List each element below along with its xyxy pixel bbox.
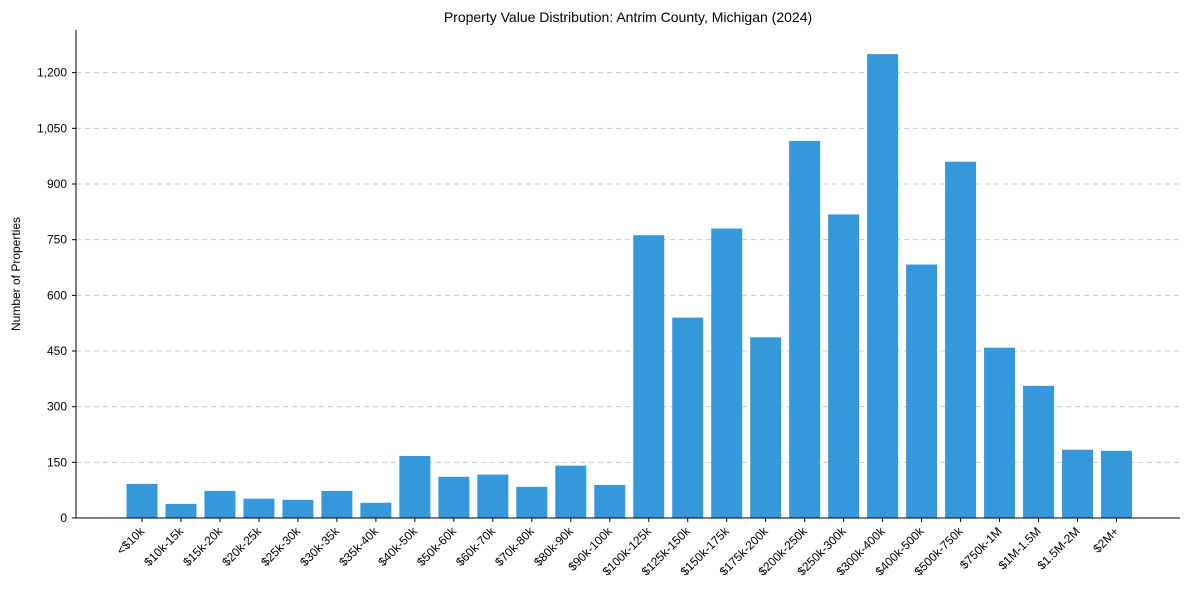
bar: [633, 235, 665, 518]
y-tick-label: 450: [47, 344, 67, 358]
y-axis-title: Number of Properties: [9, 217, 23, 331]
bar: [789, 140, 821, 518]
bar: [555, 465, 587, 518]
x-tick-label: $1.5M-2M: [1035, 524, 1083, 572]
y-axis-ticks: 0 150 300 450 600 750 900 1,050 1,200: [37, 66, 76, 525]
y-tick-label: 150: [47, 455, 67, 469]
bar: [867, 54, 899, 518]
y-tick-label: 1,050: [37, 121, 67, 135]
bar: [282, 499, 314, 518]
bar: [984, 347, 1016, 518]
bar: [750, 337, 782, 518]
bar: [516, 486, 548, 518]
x-tick-label: $15k-20k: [180, 524, 226, 570]
bar: [828, 214, 860, 518]
x-tick-label: $70k-80k: [492, 524, 538, 570]
y-tick-label: 750: [47, 233, 67, 247]
x-tick-label: $25k-30k: [258, 524, 304, 570]
bar: [399, 456, 431, 518]
chart-title: Property Value Distribution: Antrim Coun…: [444, 9, 812, 25]
bar: [711, 228, 743, 518]
bar: [1023, 385, 1055, 518]
x-tick-label: $20k-25k: [219, 524, 265, 570]
bar: [360, 502, 392, 518]
x-tick-label: $30k-35k: [297, 524, 343, 570]
x-tick-label: $40k-50k: [375, 524, 421, 570]
bar: [204, 490, 236, 518]
bar: [126, 483, 158, 518]
bar: [477, 474, 509, 518]
x-axis-ticks: <$10k$10k-15k$15k-20k$20k-25k$25k-30k$30…: [114, 518, 1122, 578]
y-tick-label: 1,200: [37, 66, 67, 80]
bar: [1062, 449, 1094, 518]
x-tick-label: $10k-15k: [141, 524, 187, 570]
y-tick-label: 300: [47, 400, 67, 414]
bar: [165, 503, 197, 518]
bar: [321, 490, 353, 518]
y-tick-label: 600: [47, 288, 67, 302]
bar: [243, 498, 275, 518]
y-tick-label: 0: [60, 511, 67, 525]
y-tick-label: 900: [47, 177, 67, 191]
x-tick-label: $60k-70k: [453, 524, 499, 570]
x-tick-label: $35k-40k: [336, 524, 382, 570]
bar: [906, 264, 938, 518]
bar: [594, 484, 626, 518]
x-tick-label: <$10k: [114, 524, 148, 558]
bar: [672, 317, 704, 518]
bar: [1101, 450, 1132, 518]
gridlines: [76, 72, 1180, 463]
bar: [438, 476, 470, 518]
bars: [126, 54, 1132, 518]
bar: [945, 161, 977, 518]
x-tick-label: $50k-60k: [414, 524, 460, 570]
x-tick-label: $2M+: [1090, 524, 1121, 555]
